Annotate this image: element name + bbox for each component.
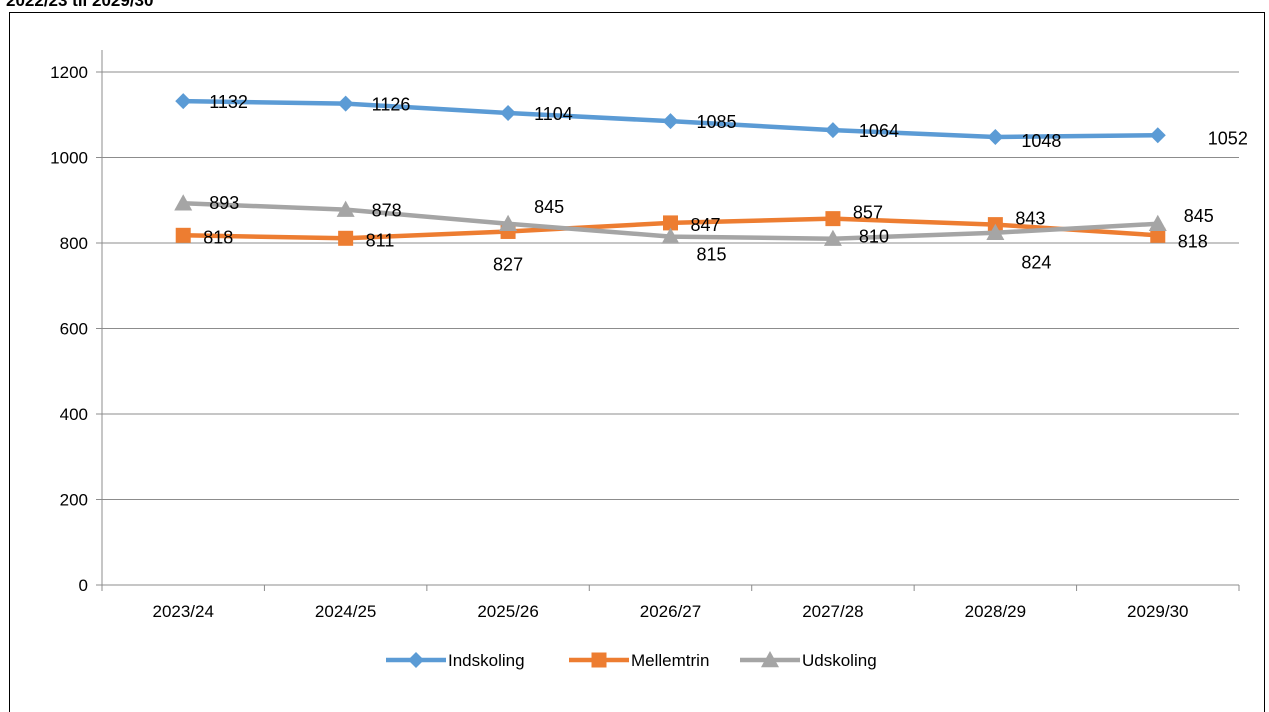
data-point-mellemtrin xyxy=(338,230,354,246)
y-tick-label: 600 xyxy=(60,320,88,339)
data-label-udskoling: 845 xyxy=(1184,206,1214,226)
data-point-udskoling xyxy=(336,200,355,217)
data-label-mellemtrin: 818 xyxy=(1178,231,1208,251)
data-label-indskoling: 1104 xyxy=(534,104,573,124)
axes: 0 200 400 600 800 1000 1200 2023/24 2024/25 2025/… xyxy=(50,50,1240,621)
data-label-indskoling: 1126 xyxy=(372,95,411,115)
data-point-indskoling xyxy=(1149,127,1166,144)
data-label-udskoling: 878 xyxy=(372,201,402,221)
gridlines xyxy=(102,71,1239,500)
x-tick-label: 2025/26 xyxy=(477,602,538,621)
data-label-mellemtrin: 843 xyxy=(1015,209,1045,229)
data-label-mellemtrin: 811 xyxy=(366,230,395,250)
series-layer xyxy=(174,93,1167,246)
legend-marker-mellemtrin xyxy=(591,652,607,668)
data-point-udskoling xyxy=(174,194,193,211)
x-tick-label: 2027/28 xyxy=(802,602,863,621)
data-point-indskoling xyxy=(824,122,841,139)
y-tick-label: 0 xyxy=(79,576,88,595)
data-point-udskoling xyxy=(986,223,1005,240)
data-label-udskoling: 815 xyxy=(697,245,727,265)
data-point-mellemtrin xyxy=(663,215,678,231)
data-labels: 1132 1126 1104 1085 1064 1048 1052 818 811 827 847… xyxy=(203,92,1248,274)
data-point-indskoling xyxy=(175,93,192,110)
data-point-indskoling xyxy=(500,105,517,122)
data-label-mellemtrin: 847 xyxy=(691,215,721,235)
data-point-mellemtrin xyxy=(825,211,841,227)
legend-marker-udskoling xyxy=(761,651,779,668)
data-label-indskoling: 1048 xyxy=(1021,131,1061,151)
data-point-indskoling xyxy=(987,128,1004,145)
legend-label-indskoling: Indskoling xyxy=(448,651,525,670)
data-point-mellemtrin xyxy=(175,227,191,243)
data-label-udskoling: 845 xyxy=(534,197,564,217)
data-point-mellemtrin xyxy=(1150,227,1166,243)
data-point-indskoling xyxy=(337,95,354,112)
legend-label-mellemtrin: Mellemtrin xyxy=(631,651,709,670)
data-point-udskoling xyxy=(661,227,680,244)
y-tick-label: 1000 xyxy=(50,149,88,168)
data-point-indskoling xyxy=(662,113,679,130)
chart-title-partial: 2022/23 til 2029/30 xyxy=(6,0,154,10)
data-label-indskoling: 1085 xyxy=(697,112,737,132)
data-label-mellemtrin: 818 xyxy=(203,227,233,247)
data-label-indskoling: 1064 xyxy=(859,121,899,141)
data-label-udskoling: 824 xyxy=(1021,253,1051,273)
x-tick-label: 2024/25 xyxy=(315,602,376,621)
data-label-mellemtrin: 827 xyxy=(493,254,523,274)
legend-marker-indskoling xyxy=(408,652,424,668)
legend: Indskoling Mellemtrin Udskoling xyxy=(386,651,877,670)
data-label-indskoling: 1052 xyxy=(1208,128,1248,148)
y-tick-label: 400 xyxy=(60,405,88,424)
data-point-udskoling xyxy=(823,229,842,246)
data-label-udskoling: 810 xyxy=(859,227,889,247)
legend-label-udskoling: Udskoling xyxy=(802,651,877,670)
x-tick-label: 2028/29 xyxy=(965,602,1026,621)
data-point-udskoling xyxy=(1148,214,1167,231)
data-label-udskoling: 893 xyxy=(209,193,239,213)
x-tick-label: 2023/24 xyxy=(152,602,213,621)
chart-frame xyxy=(9,12,1265,712)
y-tick-label: 1200 xyxy=(50,63,88,82)
data-label-mellemtrin: 857 xyxy=(853,203,883,223)
data-label-indskoling: 1132 xyxy=(209,92,248,112)
y-tick-label: 800 xyxy=(60,234,88,253)
x-tick-label: 2026/27 xyxy=(640,602,701,621)
x-tick-label: 2029/30 xyxy=(1127,602,1188,621)
y-tick-label: 200 xyxy=(60,491,88,510)
data-point-udskoling xyxy=(499,214,518,231)
